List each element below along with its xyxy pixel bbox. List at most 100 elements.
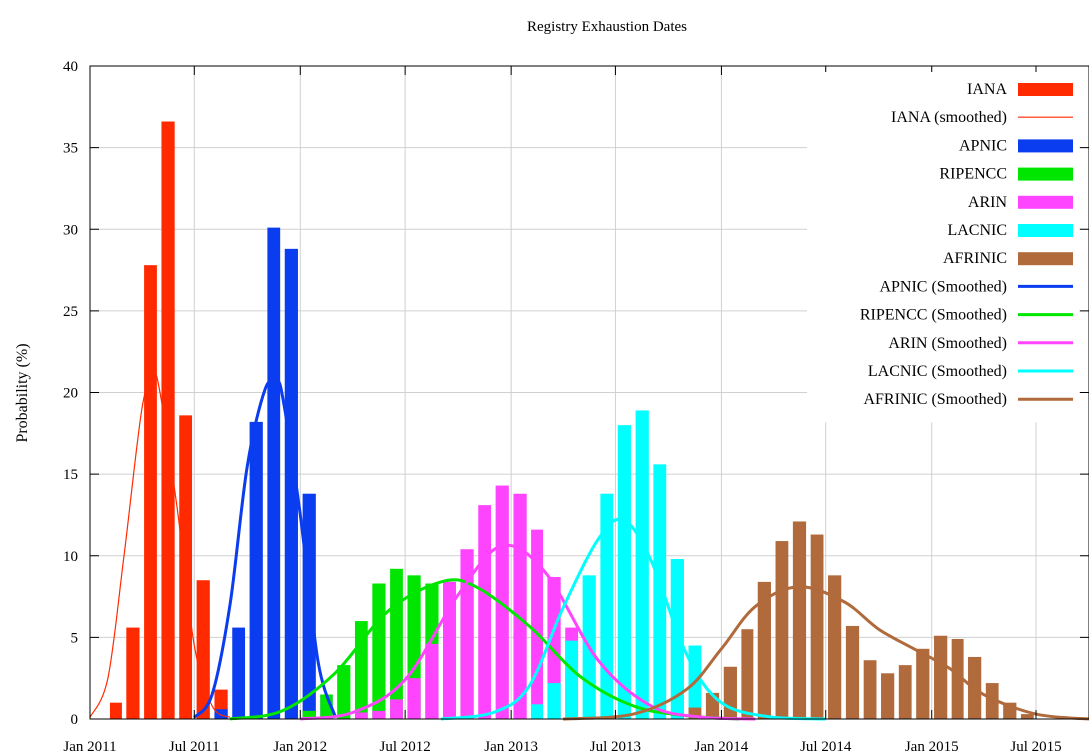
bar-afrinic xyxy=(757,581,771,719)
legend-label-afrinic: AFRINIC xyxy=(943,250,1007,267)
x-tick-label: Jan 2013 xyxy=(484,739,538,753)
bar-afrinic xyxy=(845,625,860,719)
bar-afrinic xyxy=(916,648,930,719)
bar-lacnic xyxy=(670,559,684,719)
bar-lacnic xyxy=(653,464,667,719)
bar-apnic xyxy=(267,227,281,719)
bar-iana xyxy=(144,265,157,719)
legend-label-lacnic: LACNIC xyxy=(947,222,1007,239)
x-tick-label: Jul 2012 xyxy=(380,739,431,753)
smoothed-line-lacnic-smoothed xyxy=(440,517,826,721)
y-tick-label: 35 xyxy=(63,141,78,157)
smoothed-line-iana-smoothed xyxy=(89,373,231,718)
bar-afrinic xyxy=(863,660,877,719)
bar-apnic xyxy=(232,627,246,719)
bar-lacnic xyxy=(531,704,544,719)
legend-label-iana-smoothed: IANA (smoothed) xyxy=(891,109,1007,126)
y-axis-label: Probability (%) xyxy=(14,343,31,442)
bar-ripencc xyxy=(390,568,403,719)
bar-arin xyxy=(425,643,439,719)
bar-lacnic xyxy=(565,640,579,719)
bar-afrinic xyxy=(688,707,702,719)
bar-apnic xyxy=(284,248,298,719)
bar-afrinic xyxy=(741,629,754,719)
bar-apnic xyxy=(214,709,228,719)
legend-label-iana: IANA xyxy=(967,81,1007,98)
bar-lacnic xyxy=(547,683,561,719)
bar-iana xyxy=(126,627,140,719)
legend-swatch-iana xyxy=(1018,83,1073,96)
x-tick-label: Jan 2015 xyxy=(905,739,959,753)
chart-title: Registry Exhaustion Dates xyxy=(527,19,687,35)
bar-apnic xyxy=(302,493,316,719)
bar-iana xyxy=(196,580,210,719)
legend-swatch-ripencc xyxy=(1018,167,1073,181)
x-tick-label: Jul 2014 xyxy=(800,739,852,753)
legend-label-apnic-smoothed: APNIC (Smoothed) xyxy=(879,278,1007,295)
bar-afrinic xyxy=(934,635,948,719)
bar-afrinic xyxy=(1020,714,1034,719)
y-tick-label: 5 xyxy=(71,630,79,646)
legend: IANA IANA (smoothed) APNIC RIPENCC ARIN LACNI… xyxy=(807,72,1079,423)
bar-afrinic xyxy=(951,639,964,719)
bar-series-arin xyxy=(354,485,579,719)
y-tick-label: 40 xyxy=(63,59,78,75)
bar-arin xyxy=(407,678,421,719)
y-tick-label: 0 xyxy=(71,712,79,728)
y-tick-label: 20 xyxy=(63,386,78,402)
bar-afrinic xyxy=(792,521,807,719)
bar-arin xyxy=(531,529,544,719)
bar-lacnic xyxy=(635,410,649,719)
bar-afrinic xyxy=(775,541,789,719)
bar-arin xyxy=(478,505,492,719)
legend-label-arin-smoothed: ARIN (Smoothed) xyxy=(888,335,1007,352)
legend-background xyxy=(807,72,1079,423)
legend-swatch-apnic xyxy=(1018,139,1073,153)
legend-label-ripencc: RIPENCC xyxy=(939,166,1007,183)
smoothed-line-afrinic-smoothed xyxy=(562,585,1089,721)
legend-swatch-arin xyxy=(1018,195,1073,209)
bar-afrinic xyxy=(881,673,895,719)
bar-iana xyxy=(161,121,175,719)
y-tick-label: 30 xyxy=(63,222,78,238)
bar-arin xyxy=(460,549,474,719)
bar-ripencc xyxy=(337,665,351,719)
bar-series-apnic xyxy=(214,227,333,719)
y-tick-label: 15 xyxy=(63,467,78,483)
legend-label-afrinic-smoothed: AFRINIC (Smoothed) xyxy=(863,391,1007,408)
x-tick-label: Jul 2013 xyxy=(590,739,641,753)
smoothed-line-apnic-smoothed xyxy=(193,379,337,719)
bar-arin xyxy=(390,699,403,719)
x-tick-label: Jan 2012 xyxy=(273,739,327,753)
x-tick-label: Jul 2015 xyxy=(1010,739,1061,753)
bar-arin xyxy=(372,710,386,719)
x-tick-label: Jul 2011 xyxy=(169,739,220,753)
y-tick-label: 25 xyxy=(63,304,78,320)
bar-iana xyxy=(179,415,193,719)
bar-afrinic xyxy=(898,665,912,719)
legend-label-ripencc-smoothed: RIPENCC (Smoothed) xyxy=(860,307,1007,324)
smoothed-line-ripencc-smoothed xyxy=(229,578,740,721)
x-tick-label: Jan 2011 xyxy=(63,739,116,753)
legend-label-lacnic-smoothed: LACNIC (Smoothed) xyxy=(868,363,1007,380)
bar-afrinic xyxy=(810,534,824,719)
bar-afrinic xyxy=(828,575,842,719)
legend-label-arin: ARIN xyxy=(968,194,1008,211)
axis-ticks xyxy=(89,65,1089,720)
legend-swatch-lacnic xyxy=(1018,224,1073,237)
bar-series-iana xyxy=(109,121,228,719)
y-tick-labels: 0 5 10 15 20 25 30 35 40 xyxy=(63,59,78,728)
bar-apnic xyxy=(249,421,263,719)
bar-series-afrinic xyxy=(688,521,1034,719)
bar-afrinic xyxy=(985,683,999,719)
bar-iana xyxy=(109,702,122,719)
smoothed-lines-layer xyxy=(89,373,1089,721)
legend-label-apnic: APNIC xyxy=(959,137,1007,154)
x-tick-labels: Jan 2011 Jul 2011 Jan 2012 Jul 2012 Jan 2013… xyxy=(63,739,1061,753)
smoothed-line-arin-smoothed xyxy=(300,543,756,721)
bar-arin xyxy=(513,493,527,719)
legend-swatch-afrinic xyxy=(1018,252,1073,266)
bar-ripencc xyxy=(302,710,316,719)
bar-arin xyxy=(354,712,368,719)
